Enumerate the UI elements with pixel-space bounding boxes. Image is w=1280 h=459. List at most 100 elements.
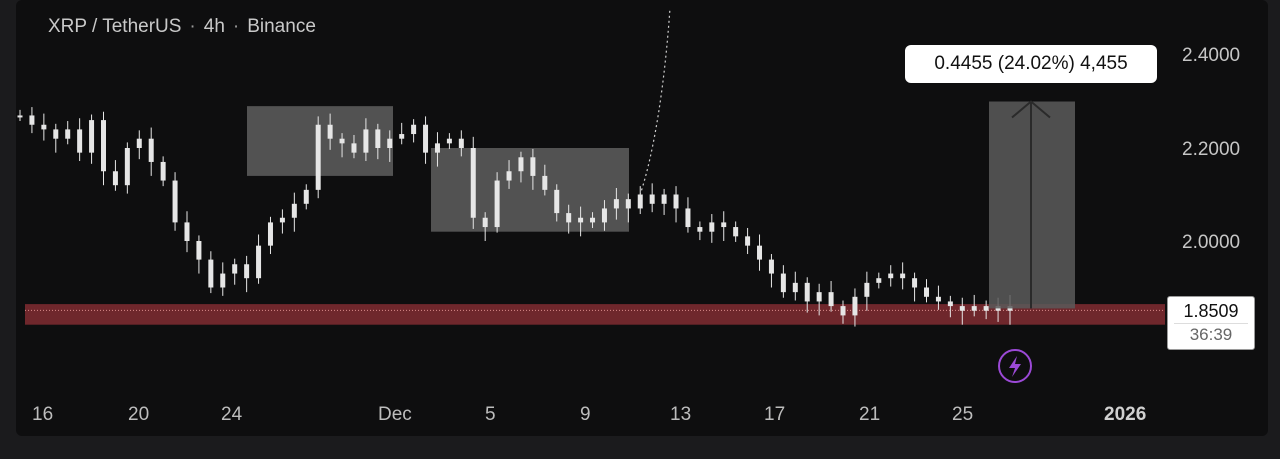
candle-body xyxy=(506,171,512,181)
candle-body xyxy=(733,227,739,237)
header-separator: · xyxy=(189,16,196,37)
candle-body xyxy=(339,138,345,144)
symbol-header: XRP / TetherUS · 4h · Binance xyxy=(48,16,316,38)
candle-body xyxy=(530,157,536,176)
candle-body xyxy=(590,217,596,223)
symbol-label[interactable]: XRP / TetherUS xyxy=(48,16,182,37)
candle-body xyxy=(17,115,23,118)
candle-body xyxy=(458,138,464,148)
candle-body xyxy=(77,129,83,153)
candle-body xyxy=(41,124,47,130)
candle-body xyxy=(840,306,846,316)
candle-body xyxy=(852,296,858,316)
candle-body xyxy=(208,259,214,288)
candle-body xyxy=(804,282,810,302)
x-tick-label: Dec xyxy=(378,404,412,425)
candle-body xyxy=(423,124,429,153)
exchange-label: Binance xyxy=(247,16,316,37)
candle-body xyxy=(566,213,572,223)
candle-body xyxy=(601,208,607,223)
y-tick-label: 2.4000 xyxy=(1182,45,1240,66)
candle-body xyxy=(411,124,417,135)
candle-body xyxy=(971,306,977,311)
candle-body xyxy=(196,241,202,260)
interval-label[interactable]: 4h xyxy=(203,16,225,37)
x-tick-label: 20 xyxy=(128,404,149,425)
candle-body xyxy=(244,264,250,279)
candle-body xyxy=(768,259,774,274)
candle-body xyxy=(494,180,500,228)
candle-body xyxy=(291,203,297,218)
candle-body xyxy=(387,138,393,148)
candle-body xyxy=(220,273,226,288)
candle-body xyxy=(637,194,643,209)
candle-body xyxy=(888,273,894,279)
candle-body xyxy=(721,222,727,228)
candle-body xyxy=(661,194,667,204)
candle-body xyxy=(136,138,142,148)
candle-body xyxy=(184,222,190,241)
candle-body xyxy=(160,161,166,181)
candle-body xyxy=(924,287,930,297)
y-tick-label: 2.0000 xyxy=(1182,232,1240,253)
candle-body xyxy=(542,175,548,190)
candle-body xyxy=(864,282,870,297)
candle-body xyxy=(959,306,965,311)
candle-body xyxy=(554,189,560,214)
long-position-arrowhead xyxy=(1011,100,1051,119)
candle-body xyxy=(518,157,524,172)
candle-body xyxy=(983,306,989,311)
candle-body xyxy=(876,278,882,283)
candle-body xyxy=(89,120,95,153)
candle-body xyxy=(446,138,452,144)
candle-body xyxy=(613,199,619,209)
candle-body xyxy=(303,189,309,204)
candle-body xyxy=(757,245,763,260)
lightning-icon[interactable] xyxy=(998,349,1032,383)
x-tick-label: 16 xyxy=(32,404,53,425)
candle-body xyxy=(172,180,178,223)
candle-body xyxy=(912,278,918,288)
candle-body xyxy=(649,194,655,204)
candle-body xyxy=(578,217,584,223)
candle-body xyxy=(315,124,321,190)
x-tick-label: 13 xyxy=(670,404,691,425)
candle-body xyxy=(29,115,35,125)
candle-body xyxy=(351,143,357,153)
current-price-tag: 1.8509 36:39 xyxy=(1167,296,1255,350)
candle-body xyxy=(232,264,238,274)
candle-body xyxy=(685,208,691,228)
x-tick-label: 5 xyxy=(485,404,496,425)
trend-drawing xyxy=(639,7,671,196)
x-tick-label: 21 xyxy=(859,404,880,425)
candle-body xyxy=(935,296,941,302)
candle-body xyxy=(673,194,679,209)
candle-body xyxy=(375,129,381,148)
candle-body xyxy=(470,148,476,218)
candle-body xyxy=(482,217,488,228)
candle-body xyxy=(947,301,953,307)
candle-body xyxy=(434,143,440,153)
candle-body xyxy=(65,129,71,139)
candle-body xyxy=(828,292,834,307)
candle-body xyxy=(53,129,59,139)
candle-body xyxy=(327,124,333,139)
header-separator: · xyxy=(232,16,240,37)
y-tick-label: 2.2000 xyxy=(1182,139,1240,160)
bar-countdown: 36:39 xyxy=(1174,323,1248,346)
current-price: 1.8509 xyxy=(1183,301,1239,321)
x-tick-label: 25 xyxy=(952,404,973,425)
candle-body xyxy=(267,222,273,246)
candle-body xyxy=(363,129,369,153)
candle-body xyxy=(399,134,405,139)
support-band xyxy=(25,304,1165,325)
x-tick-label: 24 xyxy=(221,404,243,425)
candle-body xyxy=(112,171,118,186)
candle-body xyxy=(625,199,631,209)
candle-body xyxy=(256,245,262,279)
candle-body xyxy=(900,273,906,279)
candle-body xyxy=(100,120,106,172)
candle-body xyxy=(697,227,703,232)
candle-body xyxy=(745,236,751,246)
